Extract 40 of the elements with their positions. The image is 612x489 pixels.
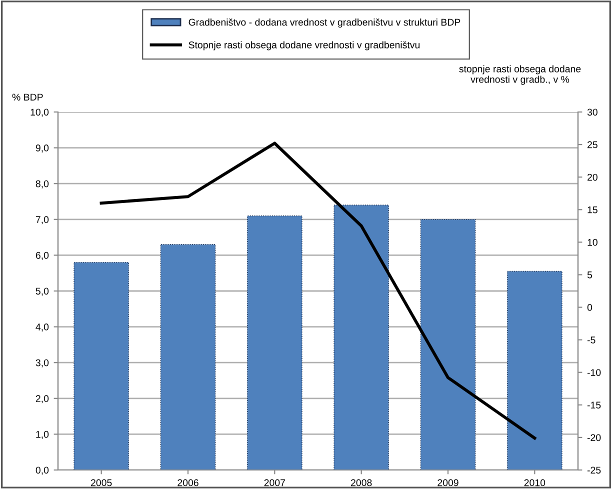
x-tick-label: 2006 bbox=[178, 479, 198, 486]
y-tick-label: 0,0 bbox=[36, 466, 49, 475]
x-tick-label: 2010 bbox=[524, 479, 546, 486]
y-tick-label: 1,0 bbox=[36, 430, 49, 439]
bar bbox=[246, 215, 302, 470]
y2-axis-title: stopnje rasti obsega dodane vrednosti v gradb., v % bbox=[459, 65, 581, 85]
bar bbox=[506, 270, 562, 470]
legend-label: Gradbeništvo - dodana vrednost v gradbeništvu v strukturi BDP bbox=[188, 18, 460, 28]
y2-tick-label: 15 bbox=[588, 206, 598, 214]
y2-tick-label: -25 bbox=[587, 466, 601, 474]
y2-tick-label: 0 bbox=[587, 304, 592, 311]
y-tick-label: 6,0 bbox=[36, 252, 49, 260]
y2-tick-label: 20 bbox=[588, 174, 598, 181]
x-tick-label: 2009 bbox=[438, 479, 458, 486]
y2-tick-label: 5 bbox=[587, 272, 592, 278]
bar bbox=[74, 262, 130, 470]
bar bbox=[334, 204, 390, 470]
y-tick-label: 5,0 bbox=[36, 288, 49, 296]
y2-tick-label: 30 bbox=[587, 108, 598, 116]
y-tick-label: 4,0 bbox=[36, 324, 49, 332]
y2-tick-label: -15 bbox=[587, 402, 601, 409]
y2-tick-label: 10 bbox=[588, 238, 598, 246]
y-axis-title: % BDP bbox=[12, 94, 43, 101]
y-tick-label: 2,0 bbox=[36, 395, 49, 404]
y-tick-label: 7,0 bbox=[36, 216, 49, 224]
y2-tick-label: 25 bbox=[588, 141, 598, 148]
line-series bbox=[100, 142, 536, 440]
legend-label: Stopnje rasti obsega dodane vrednosti v gradbeništvu bbox=[188, 41, 420, 50]
y-tick-label: 9,0 bbox=[36, 144, 49, 153]
y-tick-label: 8,0 bbox=[36, 180, 49, 188]
y-tick-label: 10,0 bbox=[30, 108, 49, 117]
bar bbox=[420, 218, 476, 470]
x-tick-label: 2005 bbox=[91, 479, 112, 486]
y2-tick-label: -10 bbox=[587, 369, 601, 376]
x-tick-label: 2007 bbox=[264, 479, 285, 486]
bar bbox=[160, 244, 216, 470]
y-tick-label: 3,0 bbox=[36, 359, 49, 368]
y2-tick-label: -20 bbox=[587, 434, 601, 442]
y2-tick-label: -5 bbox=[587, 336, 596, 344]
x-tick-label: 2008 bbox=[351, 479, 372, 486]
